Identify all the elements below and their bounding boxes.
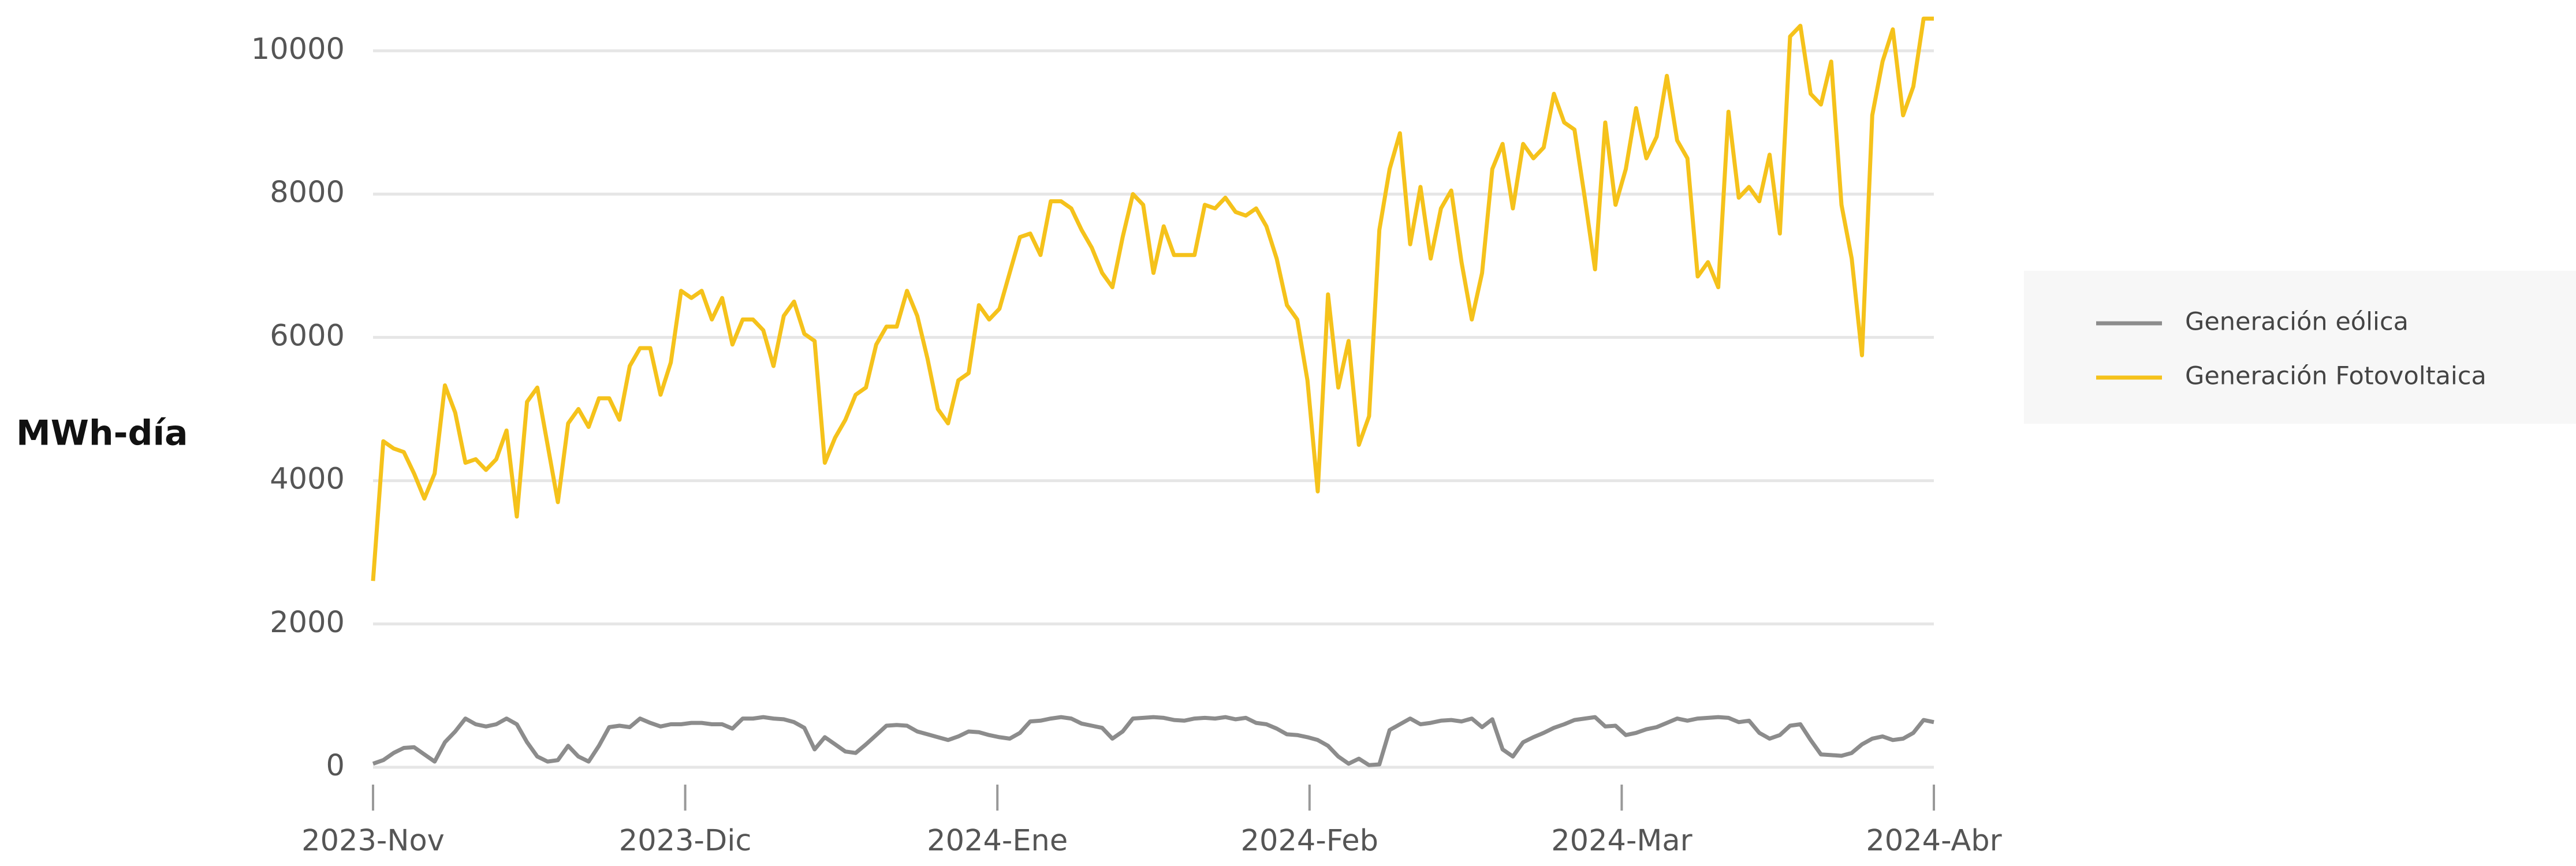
x-tick-label: 2024-Feb	[1241, 824, 1379, 858]
x-tick-label: 2024-Mar	[1551, 824, 1692, 858]
y-tick-label: 4000	[270, 462, 345, 497]
legend-label: Generación Fotovoltaica	[2185, 362, 2486, 391]
x-tick-label: 2023-Dic	[619, 824, 752, 858]
y-axis-label: MWh-día	[16, 413, 188, 454]
y-tick-label: 2000	[270, 606, 345, 640]
series-line	[371, 16, 1934, 581]
y-tick-label: 8000	[270, 176, 345, 210]
y-tick-label: 6000	[270, 319, 345, 353]
series-line	[372, 715, 1934, 767]
y-tick-label: 0	[326, 749, 345, 783]
x-tick-label: 2023-Nov	[301, 824, 445, 858]
x-tick-label: 2024-Ene	[927, 824, 1068, 858]
legend-label: Generación eólica	[2185, 308, 2409, 337]
legend-box	[2024, 271, 2576, 424]
y-tick-label: 10000	[251, 32, 345, 66]
x-tick-label: 2024-Abr	[1866, 824, 2001, 858]
